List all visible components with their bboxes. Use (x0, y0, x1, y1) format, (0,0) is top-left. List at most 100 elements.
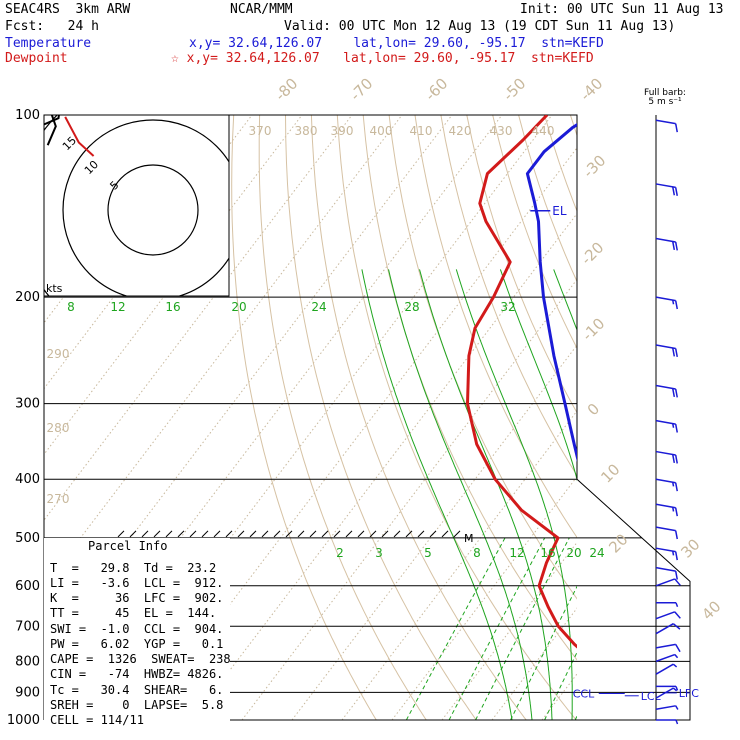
isotherm-line (592, 115, 740, 720)
ccl-label: CCL (573, 687, 595, 700)
barb-legend-units: 5 m s⁻¹ (648, 97, 682, 107)
el-label: EL (552, 204, 567, 218)
barb-flag (674, 507, 678, 517)
moist-adiabat-label: 20 (231, 300, 246, 314)
barb-flag (672, 454, 676, 464)
barb-shaft (655, 566, 676, 572)
freezing-hatch (261, 530, 269, 538)
barb-shaft (655, 119, 676, 125)
hodograph-ring (107, 164, 199, 256)
barb-half-flag (675, 602, 679, 608)
theta-label: 380 (295, 124, 318, 138)
wind-barb (656, 601, 679, 608)
barb-shaft (655, 450, 676, 456)
wind-barb (655, 653, 679, 663)
barb-flag (672, 623, 681, 630)
moist-adiabat-label: 12 (110, 300, 125, 314)
center-name: NCAR/MMM (230, 2, 293, 17)
isobar-label: 700 (15, 619, 40, 634)
wind-barb (655, 611, 681, 620)
isotherm-line (191, 212, 577, 720)
barb-shaft (655, 183, 676, 189)
barb-flag (672, 186, 676, 196)
isobar-label: 200 (15, 290, 40, 305)
isotherm-line (341, 410, 577, 720)
wind-barb (655, 663, 678, 675)
freezing-hatch (441, 530, 449, 538)
barb-half-flag (672, 687, 678, 692)
temperature-legend: Temperature (5, 36, 92, 51)
dry-adiabat (414, 115, 577, 539)
wind-barb (655, 623, 681, 635)
dry-adiabat (388, 115, 577, 600)
dry-adiabat (492, 115, 577, 350)
isotherm-label: -20 (577, 238, 607, 268)
barb-shaft (655, 705, 676, 711)
init-time: Init: 00 UTC Sun 11 Aug 13 (520, 2, 724, 17)
isotherm-line (642, 115, 740, 720)
wind-barb (656, 719, 679, 725)
barb-shaft (655, 611, 676, 620)
moist-adiabat-label: 24 (311, 300, 326, 314)
moist-adiabat (419, 269, 553, 720)
isobar-label: 100 (15, 108, 40, 123)
isotherm-line (44, 115, 453, 653)
parcel-row: CIN = -74 HWBZ= 4826. (50, 667, 224, 681)
mixing-ratio-label: 5 (424, 546, 432, 560)
barb-flag (674, 123, 678, 133)
dry-adiabat (674, 115, 740, 733)
temperature-profile (525, 122, 577, 463)
isotherm-label: -30 (579, 151, 609, 181)
wind-barb (655, 566, 678, 580)
wind-barb (655, 450, 678, 464)
barb-flag (674, 454, 678, 464)
freezing-hatch (429, 530, 437, 538)
barb-legend-title: Full barb: (644, 88, 686, 98)
barb-half-flag (672, 663, 678, 668)
wind-barb (655, 384, 678, 398)
barb-shaft (655, 526, 676, 532)
barb-half-flag (675, 705, 679, 710)
theta-label: 390 (331, 124, 354, 138)
barb-half-flag (672, 507, 675, 512)
theta-label: 270 (47, 492, 70, 506)
moist-adiabat (455, 269, 573, 720)
barb-shaft (655, 478, 676, 484)
wind-barb (655, 119, 678, 133)
freezing-hatch (357, 530, 365, 538)
freezing-hatch (213, 530, 221, 538)
dry-adiabat (596, 115, 740, 733)
barb-half-flag (672, 550, 675, 556)
dry-adiabat (258, 115, 427, 720)
freezing-hatch (393, 530, 401, 538)
wind-barb (656, 685, 679, 691)
isotherm-line (44, 115, 503, 719)
moist-adiabat-label: 32 (500, 300, 515, 314)
barb-flag (674, 423, 678, 433)
barb-shaft (655, 663, 674, 675)
parcel-row: T = 29.8 Td = 23.2 (50, 561, 217, 575)
barb-shaft (655, 643, 676, 649)
moist-adiabat-label: 16 (165, 300, 180, 314)
freezing-hatch (405, 530, 413, 538)
isobar-label: 500 (15, 531, 40, 546)
freezing-hatch (201, 530, 209, 538)
parcel-row: K = 36 LFC = 902. (50, 591, 224, 605)
hodograph-ring (62, 119, 229, 296)
theta-label: 430 (490, 124, 513, 138)
theta-label: 370 (249, 124, 272, 138)
hodograph-trace (44, 115, 60, 146)
theta-label: 410 (410, 124, 433, 138)
isotherm-label: 0 (584, 400, 603, 419)
moist-adiabat (617, 269, 656, 720)
mixing-ratio-label: 12 (509, 546, 524, 560)
parcel-row: CELL = 114/11 (50, 713, 144, 727)
moist-adiabat-label: 8 (67, 300, 75, 314)
freezing-hatch (141, 530, 149, 538)
isotherm-label: 40 (698, 597, 724, 623)
barb-shaft (655, 344, 676, 350)
barb-flag (674, 578, 681, 586)
